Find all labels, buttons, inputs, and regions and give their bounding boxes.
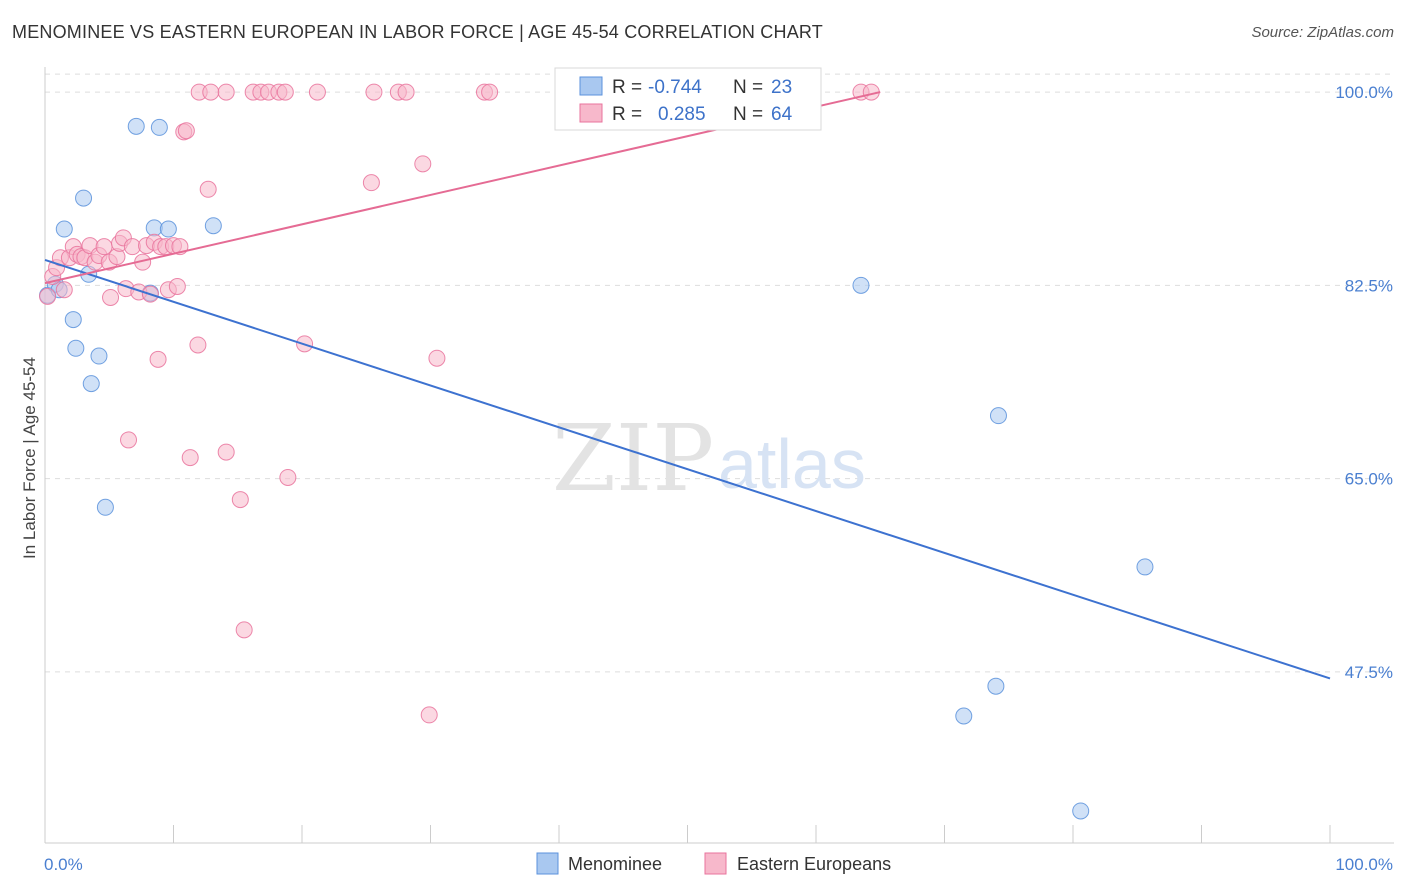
menominee-point bbox=[1136, 558, 1154, 576]
y-tick-label: 82.5% bbox=[1345, 276, 1393, 295]
eastern-point bbox=[199, 180, 217, 198]
menominee-point bbox=[55, 220, 73, 238]
eastern-point bbox=[177, 122, 195, 140]
eastern-point bbox=[231, 491, 249, 509]
legend-n-label-1: N = bbox=[733, 77, 763, 98]
menominee-point bbox=[64, 311, 82, 329]
chart-title: MENOMINEE VS EASTERN EUROPEAN IN LABOR F… bbox=[12, 22, 823, 42]
eastern-point bbox=[102, 288, 120, 306]
eastern-point bbox=[414, 155, 432, 173]
eastern-point bbox=[189, 336, 207, 354]
eastern-point bbox=[202, 83, 220, 101]
eastern-point bbox=[397, 83, 415, 101]
menominee-point bbox=[955, 707, 973, 725]
legend-swatch-eastern bbox=[579, 103, 603, 123]
y-tick-label: 100.0% bbox=[1335, 83, 1393, 102]
y-tick-label: 65.0% bbox=[1345, 470, 1393, 489]
legend-r-label-1: R = bbox=[612, 77, 642, 98]
menominee-point bbox=[96, 498, 114, 516]
menominee-point bbox=[159, 220, 177, 238]
y-axis-label: In Labor Force | Age 45-54 bbox=[20, 357, 39, 559]
tick-labels: 47.5% 65.0% 82.5% 100.0% 0.0% 100.0% bbox=[44, 83, 1393, 874]
eastern-point bbox=[428, 349, 446, 367]
legend-n-value-1: 23 bbox=[771, 77, 792, 98]
eastern-point bbox=[235, 621, 253, 639]
legend-swatch-menominee bbox=[579, 76, 603, 96]
eastern-point bbox=[168, 277, 186, 295]
eastern-point bbox=[365, 83, 383, 101]
eastern-point bbox=[362, 174, 380, 192]
menominee-trend-line bbox=[44, 258, 1331, 680]
watermark: ZIP atlas bbox=[552, 405, 866, 512]
eastern-point bbox=[276, 83, 294, 101]
menominee-point bbox=[145, 219, 163, 237]
bottom-legend-menominee: Menominee bbox=[568, 854, 662, 874]
menominee-point bbox=[852, 276, 870, 294]
trend-lines bbox=[44, 91, 1331, 680]
menominee-point bbox=[1072, 802, 1090, 820]
axes bbox=[44, 67, 1394, 844]
menominee-point bbox=[90, 347, 108, 365]
bottom-legend-eastern: Eastern Europeans bbox=[737, 854, 891, 874]
watermark-atlas: atlas bbox=[718, 425, 866, 503]
legend-n-value-2: 64 bbox=[771, 104, 793, 125]
eastern-point bbox=[481, 83, 499, 101]
y-tick-label: 47.5% bbox=[1345, 663, 1393, 682]
grid-lines bbox=[45, 73, 1394, 673]
eastern-point bbox=[217, 83, 235, 101]
legend-n-label-2: N = bbox=[733, 104, 763, 125]
x-tick-label: 0.0% bbox=[44, 855, 83, 874]
legend-box: R = -0.744 N = 23 R = 0.285 N = 64 bbox=[554, 67, 822, 131]
watermark-zip: ZIP bbox=[552, 405, 714, 512]
eastern-point bbox=[217, 443, 235, 461]
eastern-point bbox=[149, 350, 167, 368]
menominee-point bbox=[987, 677, 1005, 695]
legend-r-label-2: R = bbox=[612, 104, 642, 125]
eastern-point bbox=[420, 706, 438, 724]
eastern-point bbox=[120, 431, 138, 449]
eastern-point bbox=[123, 238, 141, 256]
source-label: Source: ZipAtlas.com bbox=[1251, 24, 1394, 41]
menominee-point bbox=[127, 117, 145, 135]
menominee-point bbox=[204, 217, 222, 235]
menominee-point bbox=[82, 375, 100, 393]
x-tick-label: 100.0% bbox=[1335, 855, 1393, 874]
bottom-legend-swatch-menominee bbox=[536, 852, 559, 875]
menominee-point bbox=[989, 407, 1007, 425]
eastern-points bbox=[39, 83, 880, 724]
eastern-point bbox=[279, 468, 297, 486]
legend-r-value-2: 0.285 bbox=[658, 104, 706, 125]
eastern-point bbox=[55, 281, 73, 299]
eastern-point bbox=[181, 449, 199, 467]
menominee-point bbox=[75, 189, 93, 207]
menominee-point bbox=[150, 118, 168, 136]
legend-r-value-1: -0.744 bbox=[648, 77, 702, 98]
eastern-point bbox=[39, 287, 57, 305]
eastern-point bbox=[308, 83, 326, 101]
bottom-legend: Menominee Eastern Europeans bbox=[536, 852, 891, 875]
bottom-legend-swatch-eastern bbox=[704, 852, 727, 875]
menominee-point bbox=[67, 339, 85, 357]
